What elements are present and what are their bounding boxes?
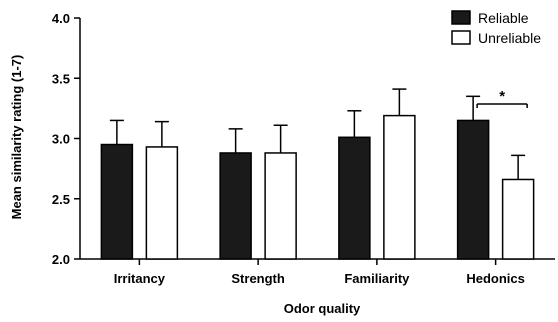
legend-swatch-reliable	[451, 10, 471, 25]
bar-reliable	[456, 119, 490, 260]
bars	[100, 88, 535, 260]
bar-unreliable	[264, 152, 297, 260]
annotations: *	[476, 88, 528, 108]
legend-label-unreliable: Unreliable	[478, 30, 541, 46]
y-axis-title: Mean similarity rating (1-7)	[9, 55, 24, 220]
bar-unreliable	[501, 178, 535, 260]
bar-reliable	[100, 143, 134, 260]
x-tick-label: Hedonics	[466, 271, 525, 286]
x-axis-title: Odor quality	[284, 301, 361, 316]
x-axis: Irritancy Strength Familiarity Hedonics	[80, 258, 555, 286]
bar-reliable	[338, 136, 371, 260]
x-tick-label: Strength	[231, 271, 285, 286]
legend: Reliable Unreliable	[451, 10, 541, 46]
bar-reliable	[219, 152, 252, 260]
bar-unreliable	[145, 146, 179, 260]
y-tick-label: 2.0	[52, 252, 70, 267]
legend-swatch-unreliable	[451, 30, 471, 45]
x-tick-label: Irritancy	[114, 271, 166, 286]
legend-label-reliable: Reliable	[478, 10, 529, 26]
y-tick-label: 3.5	[52, 71, 70, 86]
y-axis: 2.0 2.5 3.0 3.5 4.0	[52, 11, 81, 267]
y-tick-label: 4.0	[52, 11, 70, 26]
y-tick-label: 2.5	[52, 192, 70, 207]
bar-unreliable	[383, 114, 416, 260]
significance-star: *	[499, 88, 505, 105]
y-tick-label: 3.0	[52, 132, 70, 147]
x-tick-label: Familiarity	[344, 271, 410, 286]
